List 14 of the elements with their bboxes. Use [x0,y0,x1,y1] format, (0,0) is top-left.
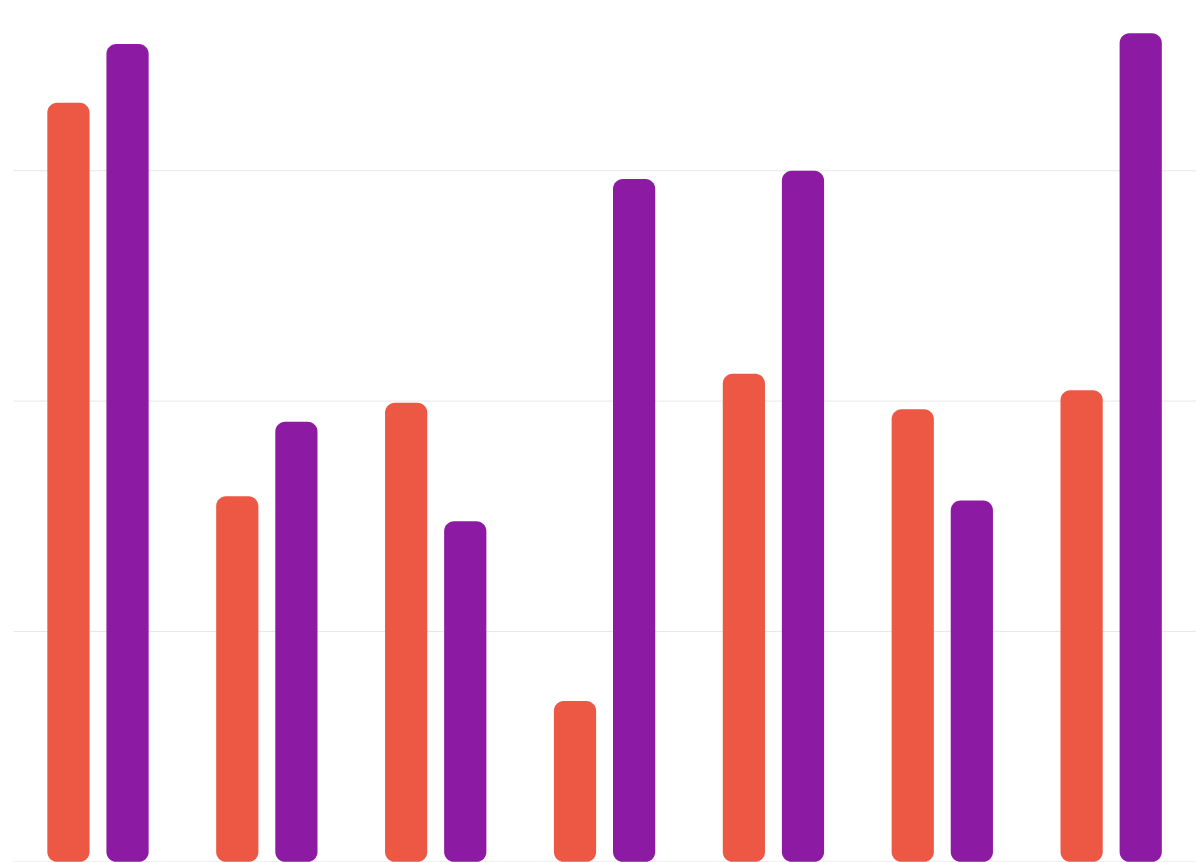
bar [781,170,825,862]
bar [1060,390,1103,862]
bar [1119,33,1162,862]
bar [106,43,149,862]
bar [613,178,656,862]
bar [216,496,259,862]
bar [891,409,934,862]
bar [47,102,90,862]
bar [275,421,318,862]
bar [553,700,597,862]
bar [444,521,487,862]
bar [950,500,993,862]
bar [722,373,765,862]
bar [385,402,428,862]
